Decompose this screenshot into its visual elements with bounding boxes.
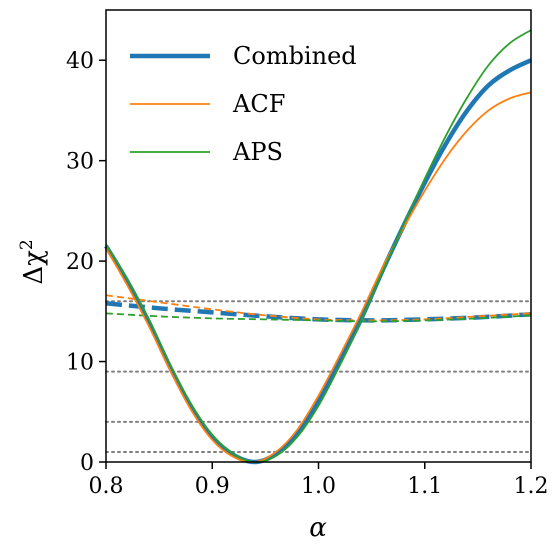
x-tick-label: 0.9 (195, 474, 230, 499)
reference-lines (105, 300, 532, 453)
x-tick-label: 1.1 (407, 474, 442, 499)
x-axis-ticks: 0.8 0.9 1.0 1.1 1.2 (89, 462, 549, 499)
y-tick-label: 0 (80, 451, 94, 476)
series-line-acf (105, 91, 532, 464)
series-line-aps (105, 29, 532, 463)
legend-label-aps: APS (232, 138, 283, 166)
legend-label-combined: Combined (233, 42, 357, 70)
y-tick-label: 20 (66, 250, 94, 275)
series-line-ff7f0e-dashed (105, 294, 532, 322)
x-tick-label: 1.2 (514, 474, 549, 499)
series-line-combined (104, 58, 532, 465)
legend: Combined ACF APS (130, 42, 357, 166)
y-tick-label: 10 (66, 351, 94, 376)
series-line-1f77b4-dashed (105, 301, 532, 323)
x-tick-label: 1.0 (301, 474, 336, 499)
y-axis-label: Δχ2 (17, 239, 49, 284)
x-axis-label: α (309, 513, 327, 543)
series-layer (104, 29, 532, 465)
y-axis-ticks: 0 10 20 30 40 (66, 49, 106, 476)
legend-label-acf: ACF (232, 90, 285, 118)
y-axis-label-main: Δχ (19, 250, 49, 285)
x-tick-label: 0.8 (89, 474, 124, 499)
series-line-2ca02c-dashed (105, 312, 532, 323)
y-tick-label: 40 (66, 49, 94, 74)
y-tick-label: 30 (66, 150, 94, 175)
y-axis-label-superscript: 2 (17, 239, 37, 250)
